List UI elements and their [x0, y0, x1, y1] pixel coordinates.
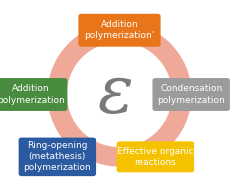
FancyBboxPatch shape [152, 78, 230, 111]
Text: Addition
polymerization’: Addition polymerization’ [84, 20, 155, 40]
Text: Effective organic
reactions: Effective organic reactions [117, 147, 194, 167]
Text: Condensation
polymerization: Condensation polymerization [157, 84, 225, 105]
FancyBboxPatch shape [78, 14, 161, 47]
Text: Ring-opening
(metathesis)
polymerization: Ring-opening (metathesis) polymerization [23, 141, 91, 173]
Text: ε: ε [97, 62, 133, 127]
FancyBboxPatch shape [0, 78, 67, 111]
Text: Addition
polymerization: Addition polymerization [0, 84, 65, 105]
FancyBboxPatch shape [19, 138, 96, 176]
FancyBboxPatch shape [117, 141, 194, 172]
